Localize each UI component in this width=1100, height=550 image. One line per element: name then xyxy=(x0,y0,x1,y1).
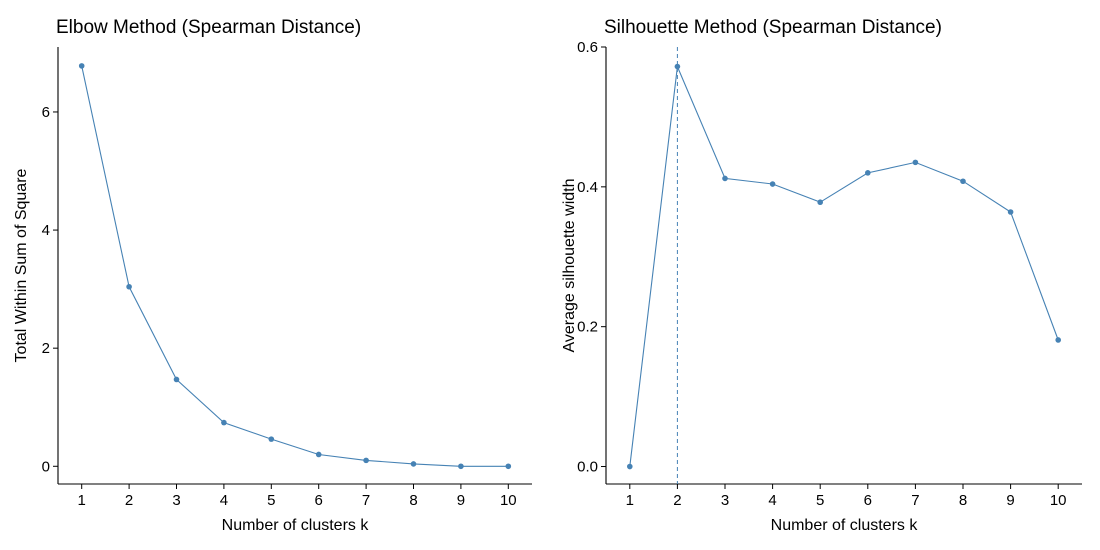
silhouette-point xyxy=(722,175,728,182)
elbow-x-tick-label: 7 xyxy=(362,492,370,509)
elbow-x-tick-label: 3 xyxy=(172,492,180,509)
elbow-x-tick-label: 1 xyxy=(78,492,86,509)
elbow-point xyxy=(410,461,417,467)
elbow-chart: Elbow Method (Spearman Distance) Number … xyxy=(13,17,532,534)
silhouette-x-tick-label: 7 xyxy=(911,492,919,509)
elbow-point xyxy=(126,283,132,290)
silhouette-point xyxy=(1007,209,1014,215)
silhouette-point xyxy=(1055,337,1061,343)
silhouette-x-tick-label: 4 xyxy=(768,492,776,509)
silhouette-point xyxy=(817,199,823,206)
elbow-x-tick-label: 6 xyxy=(315,492,323,509)
silhouette-x-tick-label: 9 xyxy=(1006,492,1014,509)
elbow-chart-title: Elbow Method (Spearman Distance) xyxy=(56,17,361,38)
elbow-y-axis-title: Total Within Sum of Square xyxy=(13,168,30,362)
silhouette-y-tick-label: 0.4 xyxy=(577,179,598,196)
elbow-y-tick-label: 0 xyxy=(42,458,50,475)
elbow-point xyxy=(221,419,227,426)
elbow-y-tick-label: 2 xyxy=(42,340,50,357)
silhouette-point xyxy=(960,178,966,185)
silhouette-x-tick-label: 5 xyxy=(816,492,824,509)
elbow-x-tick-label: 9 xyxy=(457,492,465,509)
silhouette-x-tick-label: 3 xyxy=(721,492,729,509)
elbow-point xyxy=(505,463,512,470)
silhouette-chart: Silhouette Method (Spearman Distance) Nu… xyxy=(561,17,1082,534)
elbow-x-tick-label: 5 xyxy=(267,492,275,509)
elbow-x-axis-title: Number of clusters k xyxy=(222,517,370,534)
silhouette-point xyxy=(865,170,871,176)
elbow-point xyxy=(458,463,464,470)
silhouette-point xyxy=(627,463,633,470)
elbow-point xyxy=(173,376,180,383)
elbow-x-tick-label: 2 xyxy=(125,492,133,509)
silhouette-point xyxy=(674,63,681,70)
elbow-y-tick-label: 4 xyxy=(42,222,50,239)
silhouette-series-line xyxy=(629,64,1059,467)
elbow-series-line xyxy=(81,65,509,467)
silhouette-x-axis-title: Number of clusters k xyxy=(771,517,919,534)
elbow-point xyxy=(315,451,322,458)
silhouette-x-tick-label: 8 xyxy=(959,492,967,509)
silhouette-x-tick-label: 6 xyxy=(864,492,872,509)
silhouette-x-tick-label: 1 xyxy=(626,492,634,509)
elbow-point xyxy=(78,63,85,69)
elbow-point xyxy=(363,457,369,464)
elbow-y-tick-label: 6 xyxy=(42,104,50,121)
silhouette-x-tick-label: 10 xyxy=(1050,492,1067,509)
silhouette-y-tick-label: 0.6 xyxy=(577,39,598,56)
silhouette-x-tick-label: 2 xyxy=(673,492,681,509)
silhouette-y-tick-label: 0.2 xyxy=(577,319,598,336)
silhouette-y-axis-title: Average silhouette width xyxy=(561,178,578,352)
silhouette-point xyxy=(912,159,919,166)
silhouette-chart-title: Silhouette Method (Spearman Distance) xyxy=(604,17,942,38)
elbow-x-tick-label: 4 xyxy=(220,492,228,509)
silhouette-point xyxy=(769,181,776,187)
elbow-point xyxy=(268,436,275,442)
elbow-x-tick-label: 8 xyxy=(409,492,417,509)
silhouette-y-tick-label: 0.0 xyxy=(577,459,598,476)
elbow-x-tick-label: 10 xyxy=(500,492,517,509)
